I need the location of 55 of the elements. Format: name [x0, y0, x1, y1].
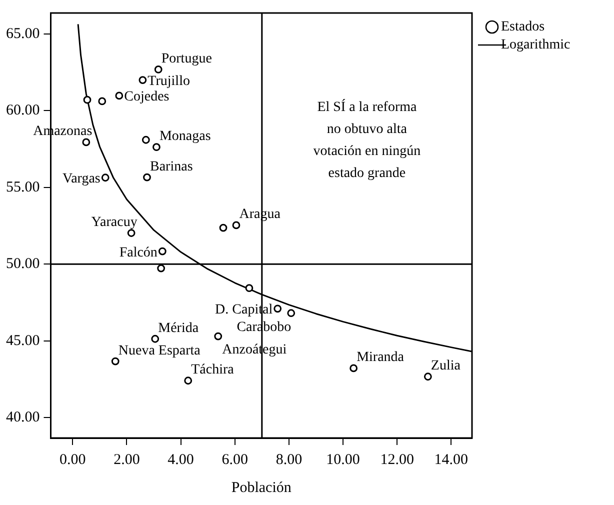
point [287, 309, 296, 318]
point [274, 304, 282, 313]
point [115, 92, 124, 100]
annotation: Yaracuy [91, 215, 138, 230]
x-tick-label: 12.00 [380, 452, 414, 468]
point [350, 364, 358, 372]
x-tick-label: 8.00 [276, 452, 302, 468]
y-tick-label: 40.00 [6, 410, 40, 426]
point [157, 264, 166, 272]
annotation: Portugue [161, 51, 212, 66]
y-tick-label: 60.00 [6, 102, 40, 119]
point [232, 221, 240, 230]
point [98, 97, 106, 106]
annotation: Mérida [158, 320, 200, 336]
point [424, 372, 432, 381]
annotation: Trujillo [148, 74, 190, 90]
annotation: Cojedes [124, 90, 170, 105]
annotation: Nueva Esparta [118, 343, 202, 358]
point [151, 334, 160, 343]
y-tick-label: 50.00 [6, 256, 40, 272]
point [101, 174, 110, 182]
legend-label: Estados [501, 20, 545, 35]
annotation: Vargas [62, 172, 100, 187]
y-tick-label: 45.00 [6, 332, 40, 349]
point [219, 224, 228, 232]
y-tick-label: 65.00 [6, 26, 40, 42]
point [127, 229, 136, 237]
point [82, 138, 90, 146]
x-tick-label: 14.00 [434, 452, 468, 468]
x-tick-label: 2.00 [114, 452, 140, 468]
point [184, 376, 192, 385]
annotation: Barinas [150, 159, 193, 174]
annotation: Monagas [159, 129, 211, 144]
x-tick-label: 0.00 [60, 452, 86, 468]
annotation: Zulia [430, 358, 462, 374]
x-tick-label: 4.00 [168, 452, 194, 468]
point [142, 136, 150, 144]
legend-label: Logarithmic [501, 38, 570, 53]
annotation: El SÍ a la reforma no obtuvo alta votación en ningún estado grande [313, 98, 421, 181]
point [154, 66, 162, 74]
point [158, 247, 166, 256]
point [245, 284, 254, 292]
x-axis-title: Población [231, 480, 292, 496]
annotation: Falcón [119, 245, 158, 260]
y-tick-label: 55.00 [6, 179, 40, 196]
annotation: Táchira [191, 362, 235, 378]
annotation: Miranda [356, 350, 405, 366]
x-tick-label: 6.00 [222, 452, 248, 468]
point [138, 76, 147, 84]
point [143, 173, 151, 182]
x-tick-label: 10.00 [326, 452, 360, 468]
point [152, 143, 160, 152]
point [83, 96, 92, 104]
point [111, 357, 120, 366]
point [214, 332, 222, 340]
